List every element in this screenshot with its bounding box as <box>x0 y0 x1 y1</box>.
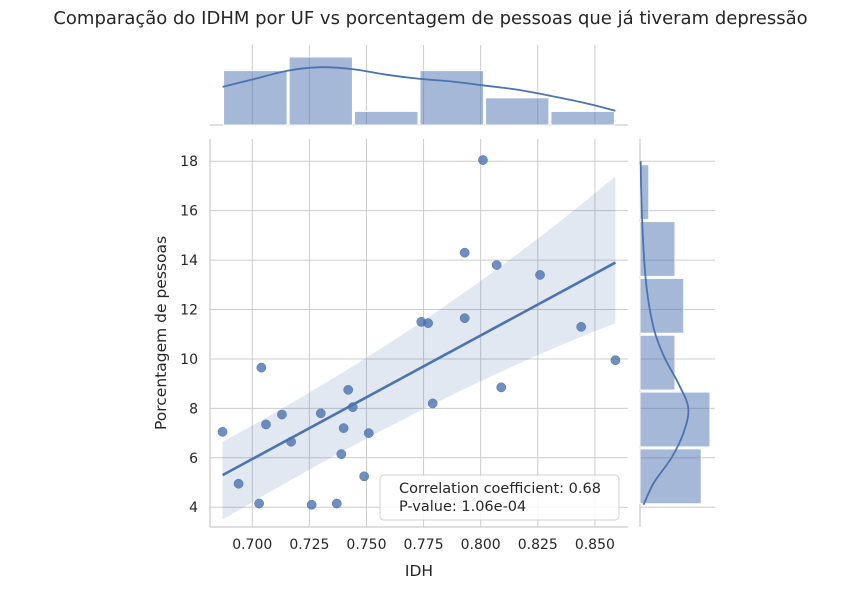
scatter-point <box>427 398 438 409</box>
x-tick-label: 0.700 <box>232 537 272 553</box>
y-kde-curve <box>639 161 690 506</box>
chart-title: Comparação do IDHM por UF vs porcentagem… <box>53 8 808 29</box>
y-axis-label: Porcentagem de pessoas <box>152 236 170 430</box>
y-tick-label: 10 <box>180 352 198 368</box>
y-tick-label: 6 <box>189 451 198 467</box>
x-kde-curve <box>222 66 616 112</box>
scatter-point <box>277 409 287 420</box>
y-tick-label: 14 <box>180 253 198 269</box>
x-histogram-bar <box>353 110 419 126</box>
scatter-point <box>535 270 545 280</box>
scatter-point <box>336 449 347 459</box>
regression-line <box>221 261 617 477</box>
y-tick-label: 4 <box>189 500 198 516</box>
annotation-box <box>379 474 620 521</box>
y-tick-label: 18 <box>180 154 198 170</box>
scatter-point <box>261 419 271 430</box>
x-histogram-bar <box>550 110 615 126</box>
scatter-point <box>363 428 374 438</box>
regression-confidence-band <box>222 176 616 520</box>
scatter-point <box>610 355 621 366</box>
x-tick-label: 0.850 <box>575 537 615 553</box>
y-histogram-bar <box>639 391 711 448</box>
scatter-point <box>306 499 317 510</box>
scatter-point <box>338 423 349 433</box>
scatter-point <box>359 471 370 482</box>
x-histogram-bar <box>485 97 550 126</box>
x-axis-label: IDH <box>405 562 433 580</box>
y-histogram-bar <box>639 334 676 391</box>
scatter-point <box>459 247 470 258</box>
scatter-point <box>233 478 244 489</box>
x-tick-label: 0.775 <box>404 537 444 553</box>
x-tick-label: 0.825 <box>518 537 558 553</box>
scatter-point <box>496 382 507 393</box>
x-histogram-bar <box>419 70 485 126</box>
scatter-point <box>459 313 470 324</box>
x-tick-label: 0.725 <box>289 537 329 553</box>
y-histogram-bar <box>639 164 650 221</box>
y-histogram-bar <box>639 221 676 277</box>
y-tick-label: 8 <box>189 401 198 417</box>
scatter-point <box>423 318 433 328</box>
y-histogram-bar <box>639 448 702 505</box>
y-tick-label: 16 <box>180 204 198 220</box>
annotation-line: Correlation coefficient: 0.68 <box>399 481 601 497</box>
scatter-point <box>491 260 502 270</box>
scatter-point <box>331 498 342 509</box>
scatter-point <box>478 155 488 165</box>
scatter-point <box>576 321 587 332</box>
scatter-point <box>254 498 264 509</box>
x-tick-label: 0.750 <box>346 537 386 553</box>
y-tick-label: 12 <box>180 303 198 319</box>
scatter-point <box>315 408 326 419</box>
scatter-point <box>256 362 267 373</box>
annotation-line: P-value: 1.06e-04 <box>399 499 526 515</box>
scatter-point <box>343 384 354 395</box>
scatter-point <box>217 427 228 437</box>
x-tick-label: 0.800 <box>461 537 501 553</box>
